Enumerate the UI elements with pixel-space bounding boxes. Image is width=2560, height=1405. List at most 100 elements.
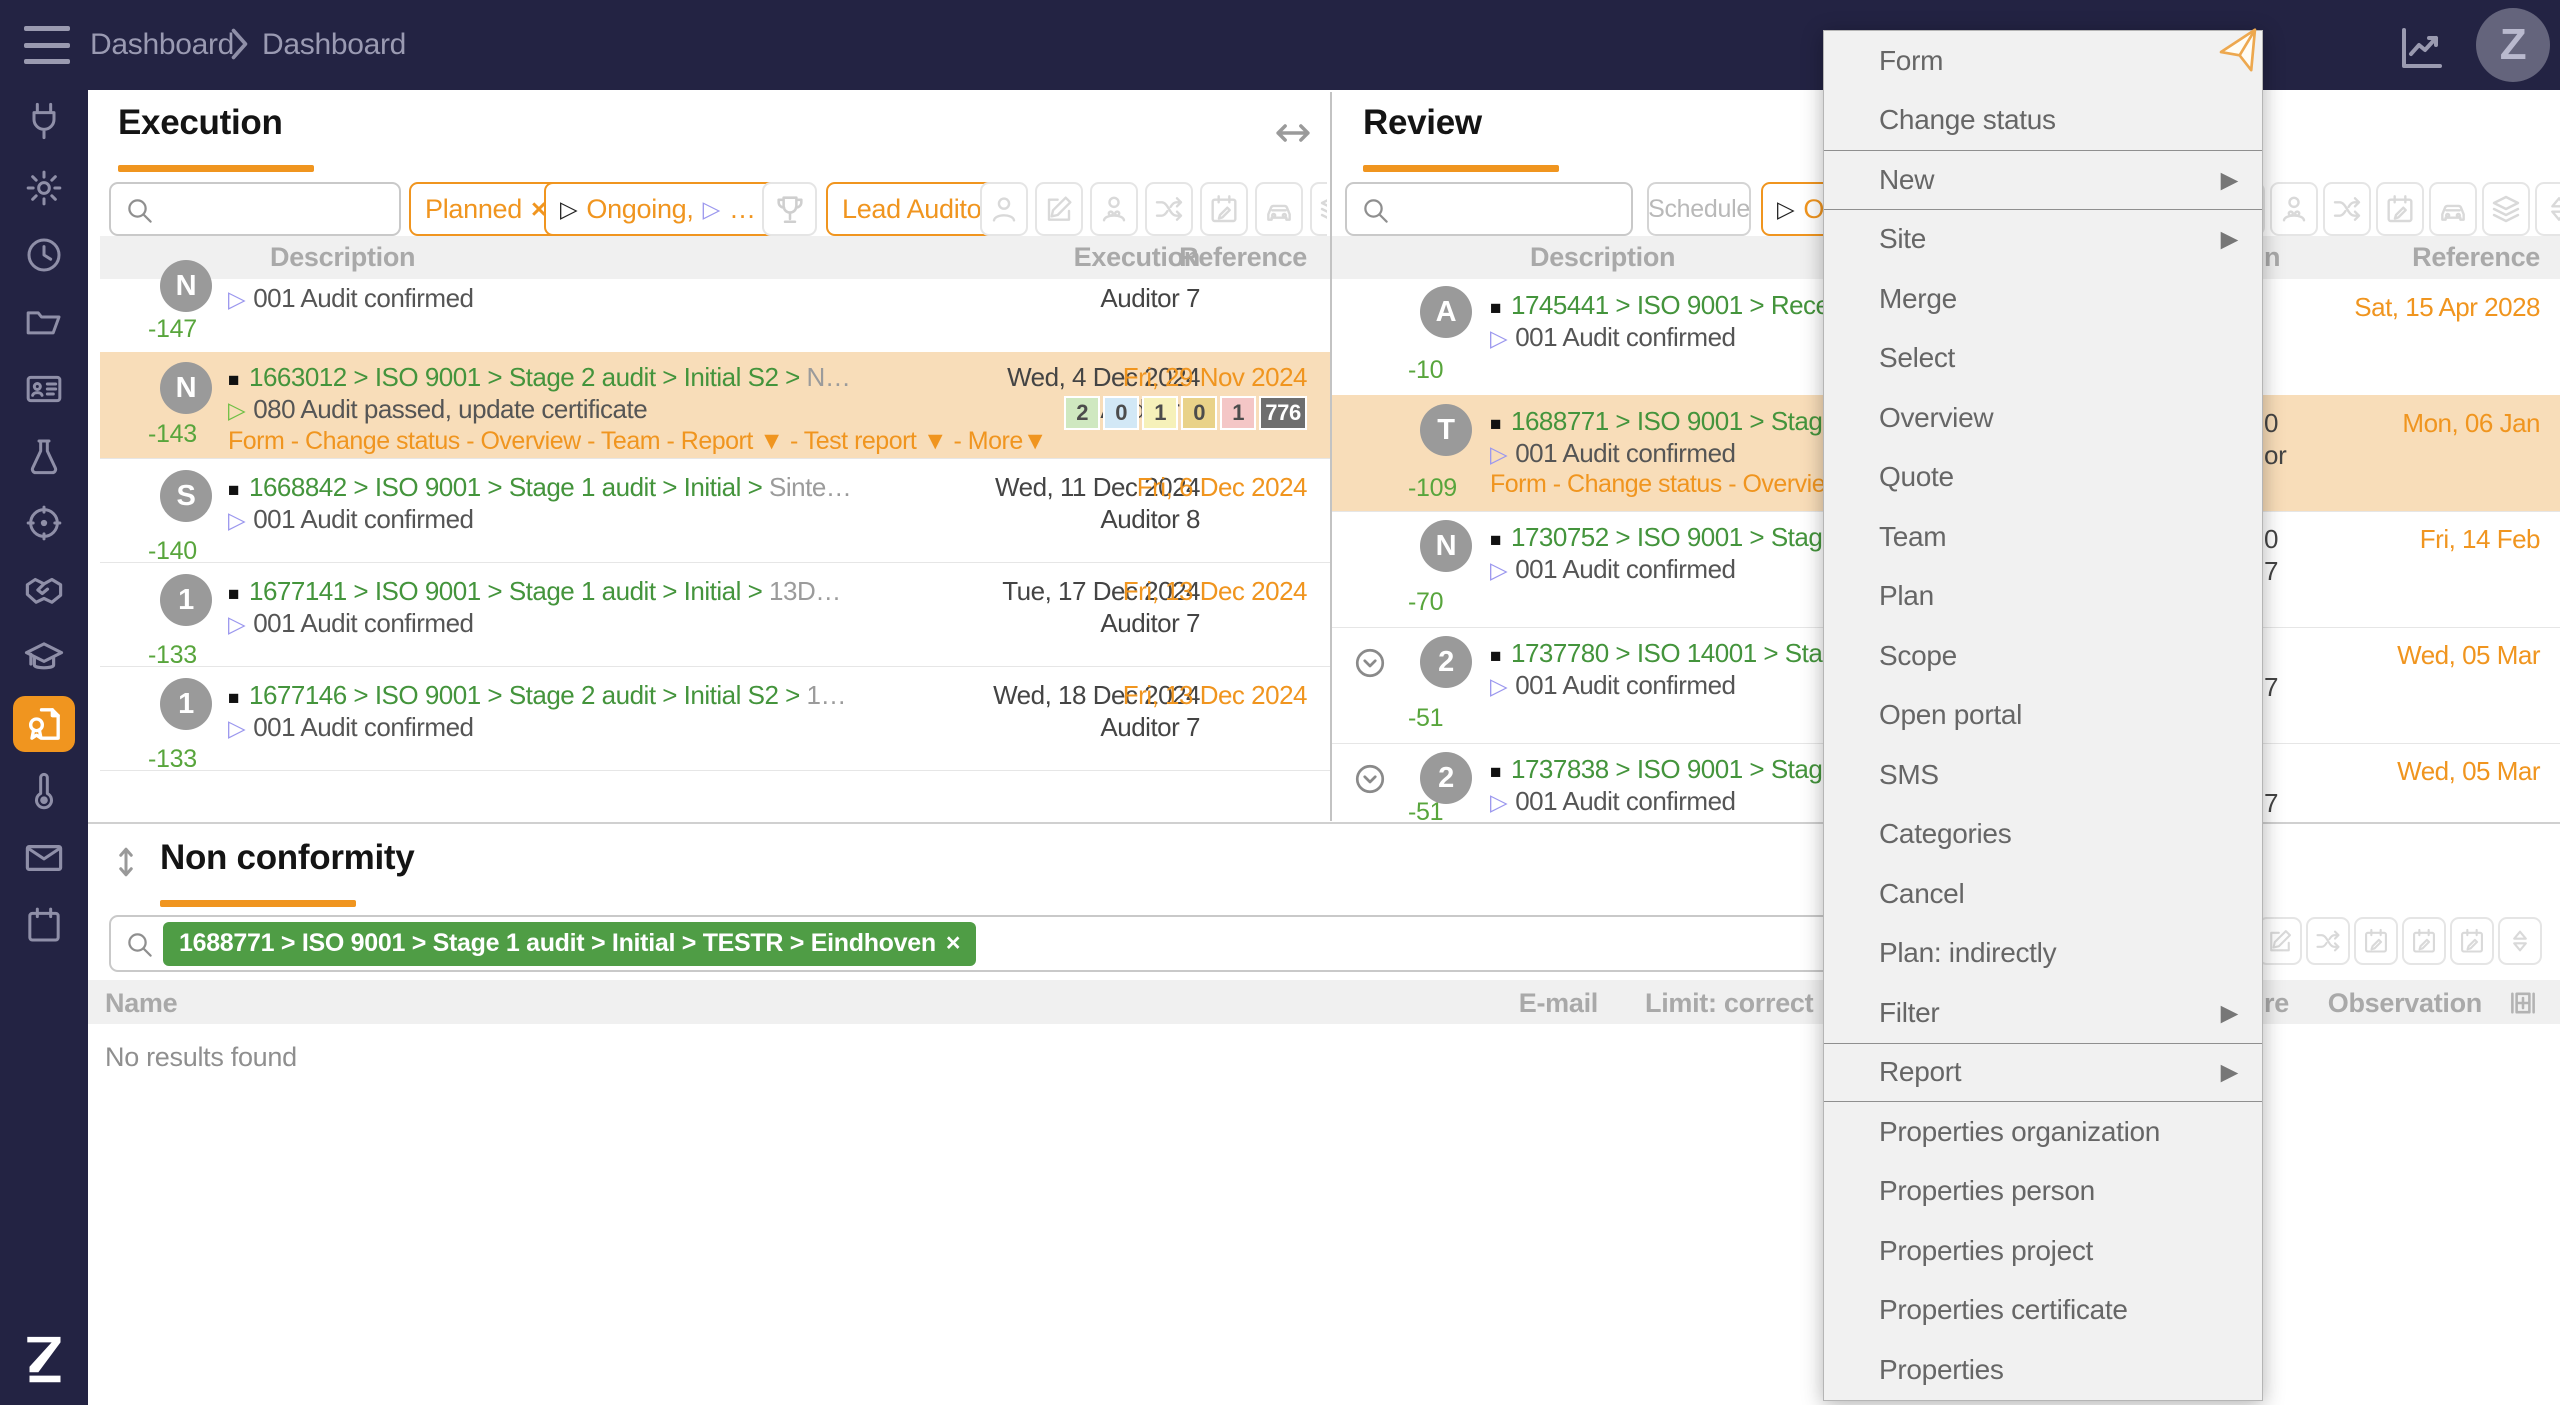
sidebar-item-mail[interactable] (13, 830, 75, 886)
menu-item-properties-certificate[interactable]: Properties certificate (1879, 1294, 2128, 1326)
row-description-link[interactable]: ■ 1677146 > ISO 9001 > Stage 2 audit > In… (228, 680, 847, 710)
remove-chip-icon[interactable]: × (531, 193, 547, 224)
person-tie-button[interactable] (2270, 182, 2318, 236)
sidebar-item-targets[interactable] (13, 495, 75, 551)
menu-item-plan-indirectly[interactable]: Plan: indirectly (1879, 937, 2057, 969)
menu-item-properties-organization[interactable]: Properties organization (1879, 1115, 2161, 1147)
menu-item-form[interactable]: Form (1879, 44, 1944, 76)
sidebar-item-monitoring[interactable] (13, 763, 75, 819)
menu-item-site[interactable]: Site ▶ (1879, 223, 2238, 255)
car-button[interactable] (1255, 182, 1303, 236)
edit-button[interactable] (1035, 182, 1083, 236)
menu-item-properties-person[interactable]: Properties person (1879, 1175, 2095, 1207)
sidebar-item-projects[interactable] (13, 294, 75, 350)
filter-chip-audit[interactable]: 1688771 > ISO 9001 > Stage 1 audit > Ini… (163, 921, 977, 966)
menu-item-properties-project[interactable]: Properties project (1879, 1234, 2094, 1266)
edit-button[interactable] (2258, 917, 2302, 965)
row-description-link[interactable]: ■ 1745441 > ISO 9001 > Recertific (1490, 290, 1875, 320)
sidebar-item-certification[interactable] (13, 696, 75, 752)
row-description-link[interactable]: ■ 1663012 > ISO 9001 > Stage 2 audit > In… (228, 362, 851, 392)
row-status-line[interactable]: ▷ 001 Audit confirmed (1490, 554, 1736, 584)
car-button[interactable] (2429, 182, 2477, 236)
menu-item-cancel[interactable]: Cancel (1879, 877, 1965, 909)
sidebar-item-time[interactable] (13, 227, 75, 283)
hamburger-menu-icon[interactable] (24, 26, 70, 64)
menu-item-select[interactable]: Select (1879, 342, 1956, 374)
review-search-input[interactable] (1345, 182, 1633, 236)
menu-item-merge[interactable]: Merge (1879, 282, 1957, 314)
add-column-icon[interactable] (2506, 986, 2540, 1020)
row-description-link[interactable]: ■ 1677141 > ISO 9001 > Stage 1 audit > In… (228, 576, 841, 606)
menu-item-plan[interactable]: Plan (1879, 580, 1934, 612)
resize-vertical-icon[interactable] (108, 844, 144, 880)
row-status-line[interactable]: ▷ 001 Audit confirmed (1490, 670, 1736, 700)
remove-chip-icon[interactable]: × (945, 929, 961, 957)
row-description-link[interactable]: ■ 1737838 > ISO 9001 > Stage 1 a (1490, 754, 1878, 784)
row-status-line[interactable]: ▷ 001 Audit confirmed (1490, 438, 1736, 468)
menu-item-change-status[interactable]: Change status (1879, 104, 2056, 136)
menu-item-properties[interactable]: Properties (1879, 1353, 2004, 1385)
pending-clock-icon[interactable] (1352, 645, 1388, 681)
row-status-line[interactable]: ▷ 080 Audit passed, update certificate (228, 394, 648, 424)
sidebar-item-training[interactable] (13, 629, 75, 685)
filter-chip-ongoing[interactable]: ▷ Ongoing, ▷ … × (544, 182, 797, 236)
menu-item-team[interactable]: Team (1879, 520, 1947, 552)
sidebar-item-calendar[interactable] (13, 897, 75, 953)
filter-chip-planned[interactable]: Planned × (409, 182, 563, 236)
sidebar-item-settings[interactable] (13, 160, 75, 216)
trophy-filter-button[interactable] (762, 182, 817, 236)
expand-horizontal-icon[interactable] (1272, 112, 1314, 154)
row-description-link[interactable]: ■ 1668842 > ISO 9001 > Stage 1 audit > In… (228, 472, 852, 502)
sidebar-item-partners[interactable] (13, 562, 75, 618)
calendar-edit-button[interactable] (2354, 917, 2398, 965)
menu-item-quote[interactable]: Quote (1879, 461, 1954, 493)
menu-item-new[interactable]: New ▶ (1824, 150, 2262, 210)
calendar-edit-button[interactable] (2450, 917, 2494, 965)
row-reference-date: Fri, 13 Dec 2024 (1122, 680, 1308, 710)
menu-item-overview[interactable]: Overview (1879, 401, 1994, 433)
column-header-execution-fragment: n (2264, 242, 2281, 272)
row-status-line[interactable]: ▷ 001 Audit confirmed (228, 608, 474, 638)
calendar-edit-button[interactable] (2402, 917, 2446, 965)
row-action-links[interactable]: Form - Change status - Overview - Team -… (228, 427, 1047, 455)
menu-item-scope[interactable]: Scope (1879, 639, 1957, 671)
row-description-link[interactable]: ■ 1737780 > ISO 14001 > Stage 1 (1490, 638, 1871, 668)
row-action-links[interactable]: Form - Change status - Overview - Te (1490, 470, 1889, 498)
shuffle-button[interactable] (1145, 182, 1193, 236)
row-status-line[interactable]: ▷ 001 Audit confirmed (228, 504, 474, 534)
avatar[interactable]: Z (2476, 8, 2550, 82)
row-status-line[interactable]: ▷ 001 Audit confirmed (1490, 322, 1736, 352)
row-status-line[interactable]: ▷ 001 Audit confirmed (1490, 786, 1736, 816)
row-description-link[interactable]: ■ 1730752 > ISO 9001 > Stage 1 a (1490, 522, 1878, 552)
person-tie-button[interactable] (1090, 182, 1138, 236)
execution-search-input[interactable] (109, 182, 401, 236)
calendar-edit-button[interactable] (2376, 182, 2424, 236)
menu-item-filter[interactable]: Filter ▶ (1879, 996, 2238, 1028)
clipped-toolbar-button[interactable] (2535, 182, 2560, 236)
lead-auditor-button[interactable]: Lead Auditor (826, 182, 1007, 236)
clipped-toolbar-button[interactable] (1310, 182, 1327, 238)
menu-item-report[interactable]: Report ▶ (1824, 1042, 2262, 1102)
breadcrumb-item[interactable]: Dashboard (90, 28, 235, 61)
row-description-link[interactable]: ■ 1688771 > ISO 9001 > Stage 1 a (1490, 406, 1878, 436)
row-status-line[interactable]: ▷ 001 Audit confirmed (228, 712, 474, 742)
sidebar-item-tests[interactable] (13, 428, 75, 484)
row-status-line[interactable]: ▷ 001 Audit confirmed (228, 283, 474, 313)
person-filter-button[interactable] (980, 182, 1028, 236)
layers-button[interactable] (2482, 182, 2530, 236)
shu ffle-button[interactable] (2306, 917, 2350, 965)
calendar-edit-button[interactable] (1200, 182, 1248, 236)
menu-item-open-portal[interactable]: Open portal (1879, 699, 2023, 731)
schedule-button[interactable]: Schedule (1647, 182, 1751, 236)
status-triangle-icon: ▷ (1777, 195, 1795, 222)
menu-item-sms[interactable]: SMS (1879, 758, 1939, 790)
menu-item-categories[interactable]: Categories (1879, 818, 2012, 850)
sidebar-item-contacts[interactable] (13, 361, 75, 417)
shuffle-button[interactable] (2323, 182, 2371, 236)
status-triangle-icon: ▷ (228, 611, 246, 637)
chart-trending-icon[interactable] (2398, 24, 2446, 72)
pending-clock-icon[interactable] (1352, 761, 1388, 797)
breadcrumb-item[interactable]: Dashboard (262, 28, 407, 61)
sidebar-item-plug[interactable] (13, 93, 75, 149)
sort-button[interactable] (2498, 917, 2542, 965)
